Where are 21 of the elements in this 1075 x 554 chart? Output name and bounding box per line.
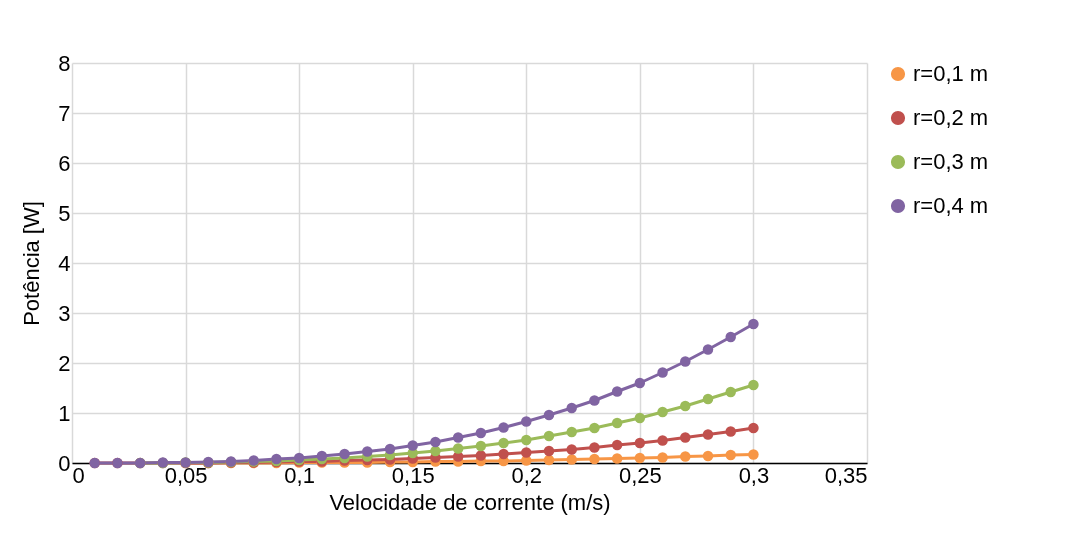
y-tick-label: 3 — [58, 300, 71, 326]
legend-label: r=0,3 m — [913, 149, 989, 174]
x-tick-label: 0,05 — [164, 462, 208, 488]
legend-label: r=0,1 m — [913, 61, 989, 86]
y-tick-label: 7 — [58, 100, 71, 126]
legend-label: r=0,4 m — [913, 193, 989, 218]
x-tick-label: 0,35 — [824, 462, 868, 488]
x-tick-label: 0,25 — [618, 462, 662, 488]
legend-label: r=0,2 m — [913, 105, 989, 130]
y-tick-label: 2 — [58, 350, 71, 376]
y-tick-label: 6 — [58, 150, 71, 176]
x-tick-label: 0,1 — [284, 462, 315, 488]
x-tick-label: 0,15 — [391, 462, 435, 488]
y-tick-label: 8 — [58, 50, 71, 76]
y-tick-label: 4 — [58, 250, 71, 276]
x-tick-label: 0,3 — [738, 462, 770, 488]
x-axis-title: Velocidade de corrente (m/s) — [329, 489, 611, 515]
y-tick-label: 1 — [58, 400, 71, 426]
y-axis-title: Potência [W] — [19, 201, 45, 326]
y-tick-label: 5 — [58, 200, 71, 226]
x-tick-label: 0,2 — [511, 462, 543, 488]
